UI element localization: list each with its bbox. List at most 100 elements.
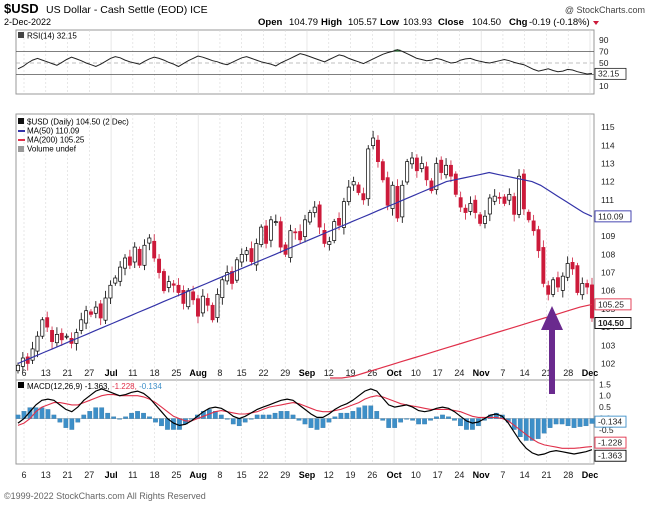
candle-body xyxy=(521,173,526,210)
candle-body xyxy=(103,297,108,321)
macd-histogram-bar xyxy=(583,418,589,427)
chart-instrument-name: US Dollar - Cash Settle (EOD) ICE xyxy=(46,4,208,16)
price-x-tick-label: Aug xyxy=(189,368,207,378)
price-tick-label: 111 xyxy=(601,195,614,205)
macd-histogram-bar xyxy=(159,418,164,427)
price-x-tick-label: 15 xyxy=(237,368,247,378)
candle-body xyxy=(332,221,337,241)
bottom-x-tick-label: 27 xyxy=(84,470,94,480)
price-x-tick-label: 19 xyxy=(346,368,356,378)
close-current-label-box xyxy=(594,317,632,329)
macd-histogram-bar xyxy=(422,418,427,425)
low-value: 103.93 xyxy=(403,17,432,28)
candle-body xyxy=(517,175,521,215)
macd-histogram-bar xyxy=(571,418,577,428)
candle-body xyxy=(444,164,449,176)
candle-body xyxy=(45,317,50,328)
macd-histogram-bar xyxy=(63,418,69,428)
rsi-tick-label: 70 xyxy=(599,46,609,56)
price-x-tick-label: 7 xyxy=(500,368,505,378)
macd-histogram-bar xyxy=(99,407,105,419)
candle-body xyxy=(220,279,225,298)
ma50-line xyxy=(17,171,593,365)
macd-histogram-bar xyxy=(392,418,398,428)
candle-body xyxy=(293,231,298,234)
macd-histogram-bar xyxy=(398,418,404,423)
candle-body xyxy=(249,248,254,262)
bottom-x-tick-label: 14 xyxy=(520,470,530,480)
candle-body xyxy=(341,201,346,228)
candle-body xyxy=(298,231,303,241)
price-x-tick-label: Jul xyxy=(105,368,118,378)
candle-body xyxy=(487,197,492,215)
price-x-tick-label: 6 xyxy=(21,368,26,378)
candle-body xyxy=(273,221,278,223)
candle-body xyxy=(463,207,468,213)
candle-body xyxy=(526,211,531,221)
rsi-tick-label: 10 xyxy=(599,81,609,91)
candle-body xyxy=(152,240,157,259)
candle-body xyxy=(181,290,186,304)
price-tick-label: 113 xyxy=(601,158,615,168)
price-tick-label: 102 xyxy=(601,358,615,368)
macd-histogram-bar xyxy=(135,411,140,419)
macd-histogram-bar xyxy=(577,418,583,427)
rsi-line xyxy=(17,49,593,75)
rsi-tick-label: 50 xyxy=(599,58,609,68)
macd-histogram-bar xyxy=(272,412,278,419)
down-triangle-icon xyxy=(593,21,599,25)
price-x-tick-label: 21 xyxy=(541,368,551,378)
macd-histogram-bar xyxy=(428,418,433,421)
candle-body xyxy=(565,263,570,278)
macd-histogram-bar xyxy=(111,416,117,419)
macd-histogram-bar xyxy=(410,418,415,421)
candle-body xyxy=(361,193,366,201)
candle-body xyxy=(560,275,565,291)
candle-body xyxy=(410,157,414,165)
rsi-panel xyxy=(15,29,595,95)
macd-histogram-bar xyxy=(356,407,362,419)
price-tick-label: 112 xyxy=(601,177,615,187)
price-x-tick-label: 25 xyxy=(171,368,181,378)
macd-histogram-bar xyxy=(123,416,128,419)
candle-body xyxy=(385,177,390,206)
price-tick-label: 103 xyxy=(601,340,615,350)
price-x-tick-label: 13 xyxy=(41,368,51,378)
bottom-x-tick-label: 11 xyxy=(128,470,137,480)
candle-body xyxy=(137,248,142,266)
bottom-x-tick-label: 15 xyxy=(237,470,247,480)
candle-body xyxy=(50,330,55,342)
price-x-tick-label: 27 xyxy=(84,368,94,378)
candle-body xyxy=(536,229,541,252)
macd-histogram-bar xyxy=(177,418,182,430)
price-panel xyxy=(15,113,595,381)
candle-body xyxy=(132,246,137,263)
candle-body xyxy=(439,159,444,173)
candle-body xyxy=(205,298,210,306)
candle-body xyxy=(142,244,147,266)
candle-body xyxy=(35,335,40,352)
volume-legend: Volume undef xyxy=(27,145,77,154)
macd-tick-label: 1.5 xyxy=(599,379,611,389)
price-x-tick-label: 26 xyxy=(367,368,377,378)
ma50-current-label-box xyxy=(594,210,632,223)
price-x-tick-label: 29 xyxy=(280,368,290,378)
price-x-tick-label: Dec xyxy=(582,368,599,378)
bottom-x-tick-label: 26 xyxy=(367,470,377,480)
macd-histogram-bar xyxy=(470,418,475,430)
rsi-overbought-fill xyxy=(394,49,401,52)
bottom-x-tick-label: 10 xyxy=(411,470,421,480)
ma200-legend: MA(200) 105.25 xyxy=(27,136,85,145)
candle-body xyxy=(351,181,356,186)
candle-body xyxy=(366,148,371,200)
close-value: 104.50 xyxy=(472,17,501,28)
bottom-x-tick-label: 24 xyxy=(454,470,464,480)
chart-date: 2-Dec-2022 xyxy=(4,17,51,27)
bottom-x-tick-label: 29 xyxy=(280,470,290,480)
macd-histogram-bar xyxy=(224,418,230,420)
candle-body xyxy=(492,195,497,202)
price-x-tick-label: 28 xyxy=(563,368,573,378)
price-x-tick-label: 12 xyxy=(324,368,334,378)
macd-layer: 1.51.00.50.0-0.5-1.0-1.5-0.134-1.228-1.3… xyxy=(15,379,627,462)
candle-body xyxy=(497,196,502,199)
